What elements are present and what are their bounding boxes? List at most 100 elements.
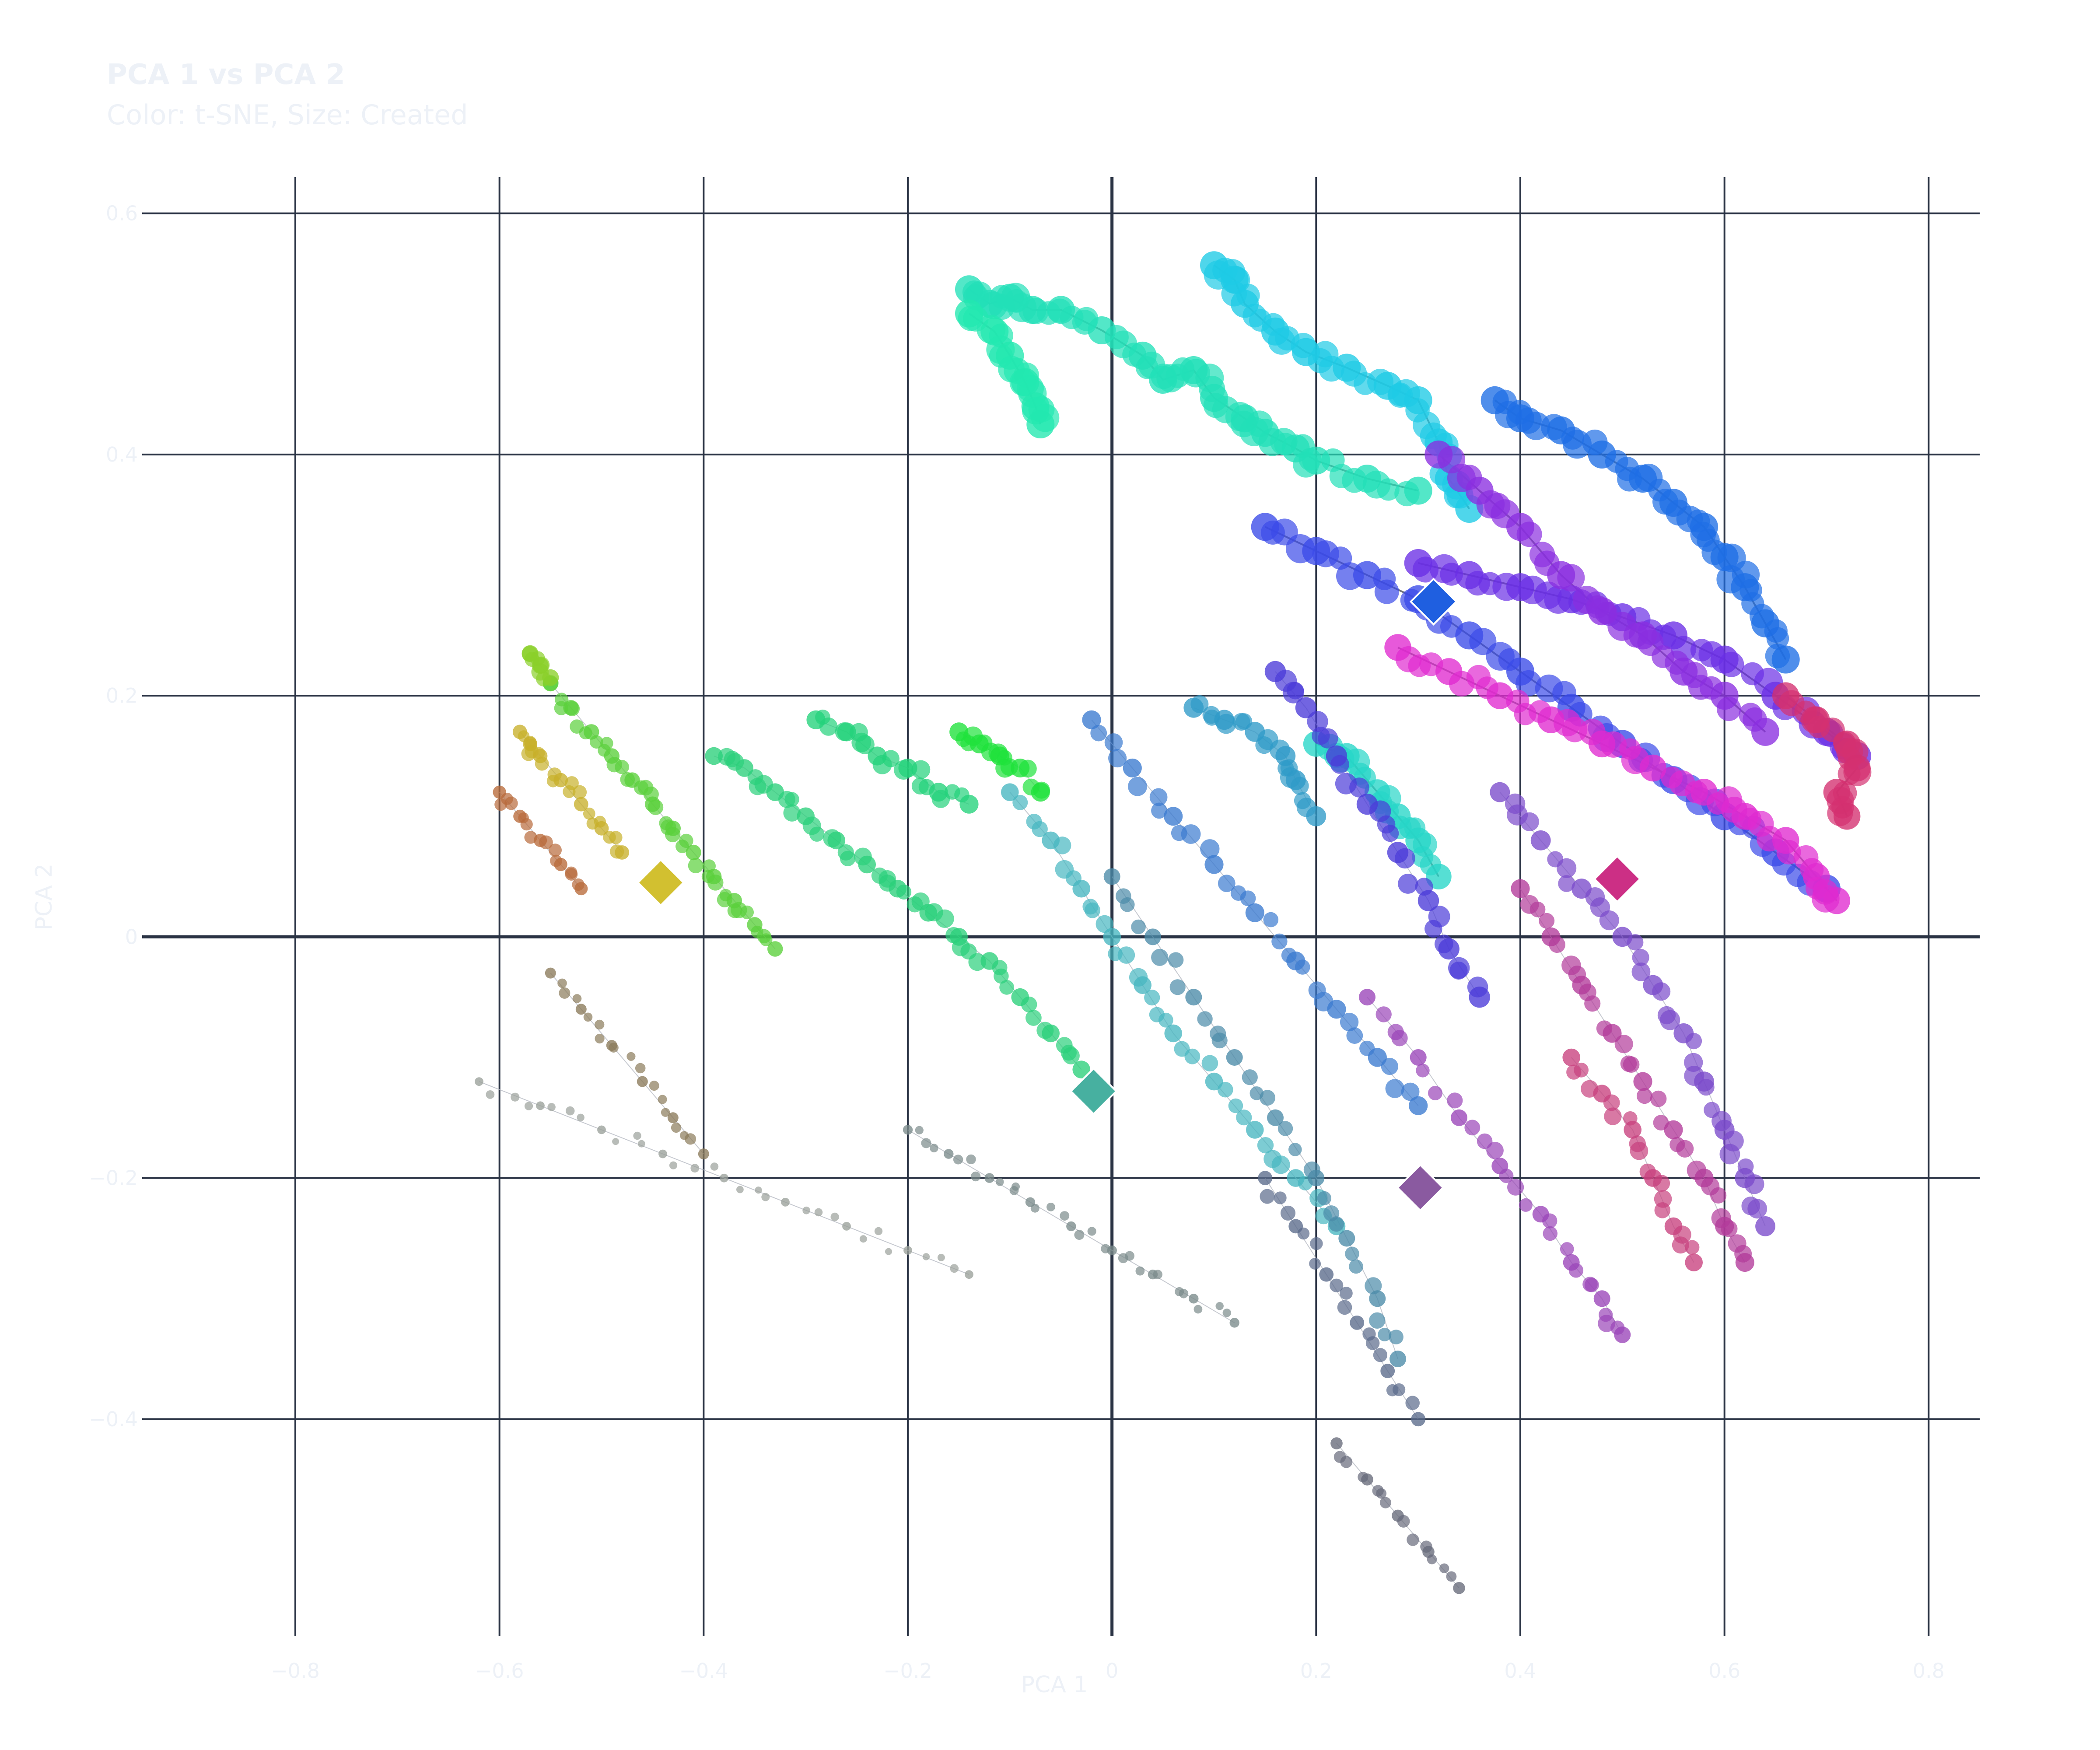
data-point [1755, 1216, 1775, 1236]
data-point [1345, 1246, 1359, 1261]
data-point [999, 980, 1015, 995]
data-point [995, 1178, 1004, 1186]
data-point [1158, 1012, 1173, 1028]
data-point [1381, 1057, 1398, 1075]
data-point [1096, 915, 1114, 933]
data-point [1568, 1263, 1584, 1278]
data-point [755, 1186, 762, 1194]
point-layer [475, 251, 1872, 1594]
data-point [1639, 754, 1666, 782]
data-point [1382, 825, 1399, 842]
data-point [1307, 711, 1328, 732]
data-point [1520, 812, 1539, 831]
data-point [565, 1106, 575, 1116]
data-point [1449, 961, 1468, 980]
data-point [671, 1122, 682, 1133]
data-point [1123, 758, 1142, 778]
data-point [1090, 724, 1107, 742]
data-point [658, 1149, 667, 1158]
data-point [720, 1173, 728, 1183]
data-point [1771, 645, 1800, 674]
data-point [1650, 1090, 1667, 1107]
data-point [1144, 928, 1161, 945]
data-point [1338, 1230, 1355, 1247]
data-point [1151, 948, 1169, 966]
data-point [937, 1253, 945, 1261]
data-point [1451, 1109, 1467, 1126]
data-point [827, 831, 845, 850]
data-point [542, 669, 559, 686]
data-point [669, 1161, 678, 1169]
centroid-diamond [1069, 1067, 1118, 1116]
data-point [1327, 1000, 1346, 1019]
data-point [1168, 952, 1184, 968]
data-point [1391, 1030, 1408, 1046]
data-point [1258, 1171, 1273, 1186]
data-point [583, 1012, 593, 1022]
data-point [1218, 875, 1236, 892]
data-point [1377, 478, 1400, 501]
data-point [736, 1186, 744, 1194]
data-point [1557, 858, 1577, 878]
y-axis-label: PCA 2 [31, 864, 57, 931]
data-point [874, 1227, 883, 1236]
data-point [1297, 1227, 1310, 1240]
data-point [1519, 1198, 1533, 1212]
data-point [855, 735, 875, 754]
data-point [1766, 627, 1789, 650]
data-point [574, 882, 588, 896]
data-point [1295, 697, 1317, 718]
data-point [1337, 1300, 1352, 1315]
data-point [1838, 762, 1861, 785]
data-point [637, 1076, 648, 1087]
data-point [1427, 1554, 1437, 1564]
data-point [1464, 1120, 1480, 1136]
data-point [1309, 1258, 1321, 1270]
data-point [1260, 1090, 1275, 1106]
data-point [1374, 579, 1399, 604]
data-point [1009, 1186, 1019, 1195]
x-axis-label: PCA 1 [1021, 1672, 1088, 1698]
data-point [1716, 696, 1741, 721]
data-point [1340, 1456, 1353, 1468]
data-point [1676, 1140, 1694, 1158]
data-point [1260, 1189, 1275, 1204]
data-point [1190, 695, 1209, 713]
x-tick-label: 0.6 [1708, 1659, 1740, 1683]
grid-layer [142, 177, 1980, 1636]
data-point [486, 1090, 495, 1099]
data-point [1120, 897, 1135, 912]
data-point [612, 1138, 620, 1145]
data-point [1660, 1010, 1680, 1030]
data-point [1200, 839, 1220, 859]
data-point [554, 858, 567, 872]
data-point [707, 875, 724, 891]
data-point [1390, 1351, 1406, 1368]
data-point [1530, 830, 1551, 850]
data-point [1530, 901, 1546, 917]
data-point [1718, 651, 1744, 677]
data-point [615, 760, 629, 774]
data-point [633, 1131, 641, 1140]
data-point [1582, 1277, 1598, 1292]
data-point [1031, 783, 1050, 802]
data-point [1359, 989, 1376, 1006]
data-point [965, 1270, 973, 1279]
data-point [885, 1248, 892, 1255]
data-point [559, 987, 570, 999]
data-point [1630, 1141, 1648, 1160]
data-point [1405, 1396, 1420, 1410]
data-point [1543, 1226, 1558, 1241]
data-point [1032, 821, 1048, 837]
data-point [1218, 1082, 1233, 1098]
data-point [553, 773, 568, 788]
data-point [524, 1102, 533, 1110]
data-point [1584, 995, 1601, 1012]
data-point [1398, 874, 1418, 894]
data-point [1246, 1121, 1264, 1139]
data-point [1306, 806, 1326, 826]
data-point [574, 797, 588, 812]
data-point [690, 1164, 700, 1173]
data-point [1490, 782, 1510, 802]
data-point [661, 1108, 670, 1117]
